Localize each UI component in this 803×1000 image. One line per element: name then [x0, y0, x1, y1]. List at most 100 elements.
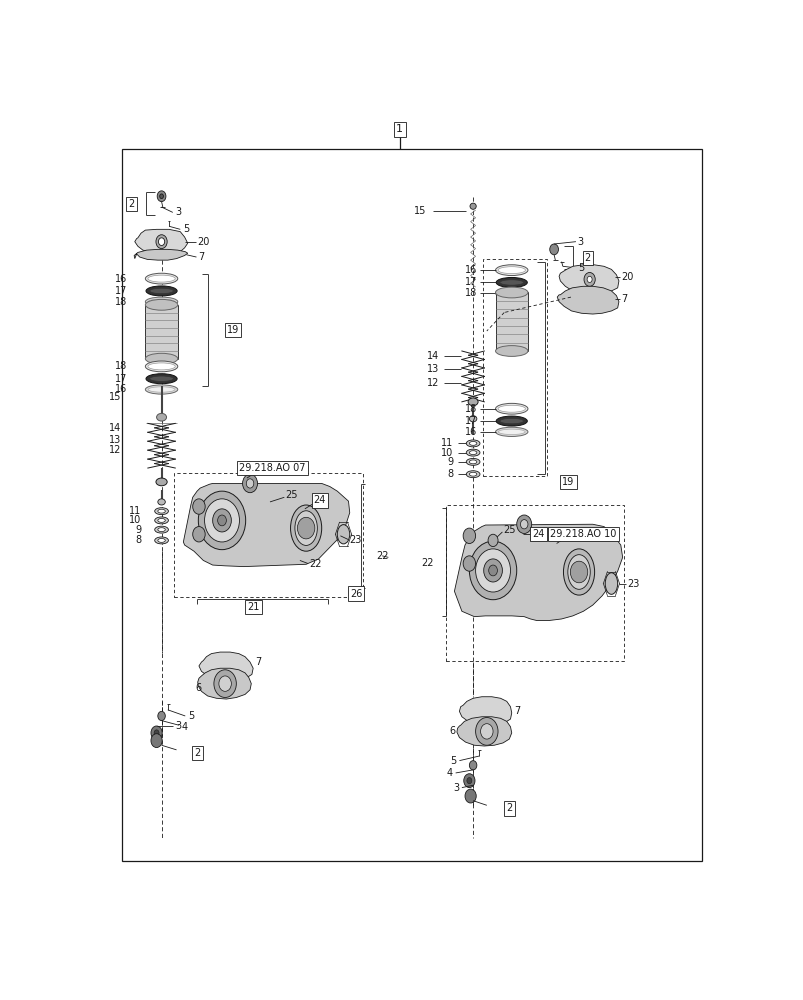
Text: 14: 14	[426, 351, 438, 361]
Circle shape	[475, 718, 497, 745]
Ellipse shape	[154, 508, 168, 515]
Bar	[173, 473, 363, 597]
Ellipse shape	[146, 286, 177, 296]
Circle shape	[488, 565, 497, 576]
Ellipse shape	[157, 538, 165, 542]
Circle shape	[583, 272, 594, 286]
Text: 10: 10	[440, 448, 453, 458]
Ellipse shape	[495, 427, 528, 436]
Ellipse shape	[466, 440, 479, 447]
Bar	[446, 505, 623, 661]
Text: 13: 13	[108, 435, 121, 445]
Ellipse shape	[295, 511, 317, 545]
Text: 16: 16	[465, 427, 477, 437]
Circle shape	[154, 730, 159, 736]
Text: 25: 25	[503, 525, 515, 535]
Ellipse shape	[495, 277, 527, 287]
Polygon shape	[198, 652, 253, 679]
Ellipse shape	[495, 403, 528, 414]
Ellipse shape	[467, 398, 478, 406]
Text: 29.218.AO 10: 29.218.AO 10	[549, 529, 616, 539]
Ellipse shape	[495, 287, 528, 298]
Circle shape	[157, 191, 165, 202]
Circle shape	[156, 235, 167, 249]
Polygon shape	[495, 292, 528, 351]
Text: 2: 2	[506, 803, 512, 813]
Ellipse shape	[469, 460, 476, 464]
Circle shape	[516, 515, 531, 533]
Ellipse shape	[498, 429, 524, 435]
Polygon shape	[456, 717, 512, 746]
Circle shape	[586, 276, 591, 282]
Text: 17: 17	[464, 277, 477, 287]
Text: 19: 19	[226, 325, 239, 335]
Ellipse shape	[567, 555, 589, 589]
Ellipse shape	[148, 363, 175, 370]
Text: 22: 22	[421, 558, 434, 568]
Polygon shape	[145, 305, 177, 359]
Ellipse shape	[470, 203, 475, 209]
Text: 17: 17	[115, 374, 127, 384]
Text: 16: 16	[115, 274, 127, 284]
Text: 24: 24	[532, 529, 544, 539]
Circle shape	[243, 474, 257, 493]
Ellipse shape	[148, 299, 175, 304]
Text: 23: 23	[626, 579, 638, 589]
Ellipse shape	[337, 525, 349, 544]
Text: 18: 18	[465, 404, 477, 414]
Circle shape	[483, 559, 502, 582]
Polygon shape	[454, 524, 622, 620]
Text: 18: 18	[115, 297, 127, 307]
Ellipse shape	[495, 265, 528, 276]
Text: 12: 12	[426, 378, 438, 388]
Ellipse shape	[157, 413, 166, 421]
Ellipse shape	[497, 405, 525, 412]
Ellipse shape	[495, 416, 527, 426]
Ellipse shape	[466, 449, 479, 456]
Polygon shape	[134, 249, 188, 260]
Circle shape	[463, 774, 475, 788]
Circle shape	[469, 761, 476, 770]
Text: 15: 15	[414, 206, 426, 216]
Text: 4: 4	[181, 722, 187, 732]
Circle shape	[212, 509, 231, 532]
Circle shape	[158, 238, 165, 246]
Polygon shape	[558, 265, 618, 294]
Text: 11: 11	[440, 438, 453, 448]
Circle shape	[193, 499, 205, 514]
Ellipse shape	[149, 376, 173, 381]
Ellipse shape	[145, 297, 177, 306]
Circle shape	[160, 194, 163, 199]
Text: 7: 7	[255, 657, 261, 667]
Text: 3: 3	[175, 721, 181, 731]
Text: 3: 3	[577, 237, 583, 247]
Text: 5: 5	[577, 263, 583, 273]
Text: 16: 16	[115, 384, 127, 394]
Text: 3: 3	[453, 783, 459, 793]
Circle shape	[569, 561, 587, 583]
Ellipse shape	[497, 267, 525, 274]
Text: 24: 24	[313, 495, 325, 505]
Polygon shape	[135, 229, 188, 253]
Circle shape	[246, 479, 254, 488]
Text: 19: 19	[561, 477, 574, 487]
Text: 23: 23	[349, 535, 361, 545]
Ellipse shape	[157, 509, 165, 513]
Circle shape	[549, 244, 558, 255]
Ellipse shape	[145, 299, 177, 310]
Ellipse shape	[146, 374, 177, 384]
Polygon shape	[198, 668, 251, 699]
Text: 22: 22	[309, 559, 321, 569]
Text: 6: 6	[195, 683, 202, 693]
Text: 7: 7	[621, 294, 627, 304]
Ellipse shape	[469, 416, 476, 422]
Ellipse shape	[145, 353, 177, 364]
Text: 17: 17	[464, 416, 477, 426]
Text: 17: 17	[115, 286, 127, 296]
Polygon shape	[459, 697, 512, 725]
Ellipse shape	[154, 517, 168, 524]
Ellipse shape	[495, 346, 528, 356]
Circle shape	[297, 517, 315, 539]
Text: 2: 2	[128, 199, 135, 209]
Ellipse shape	[499, 418, 523, 424]
